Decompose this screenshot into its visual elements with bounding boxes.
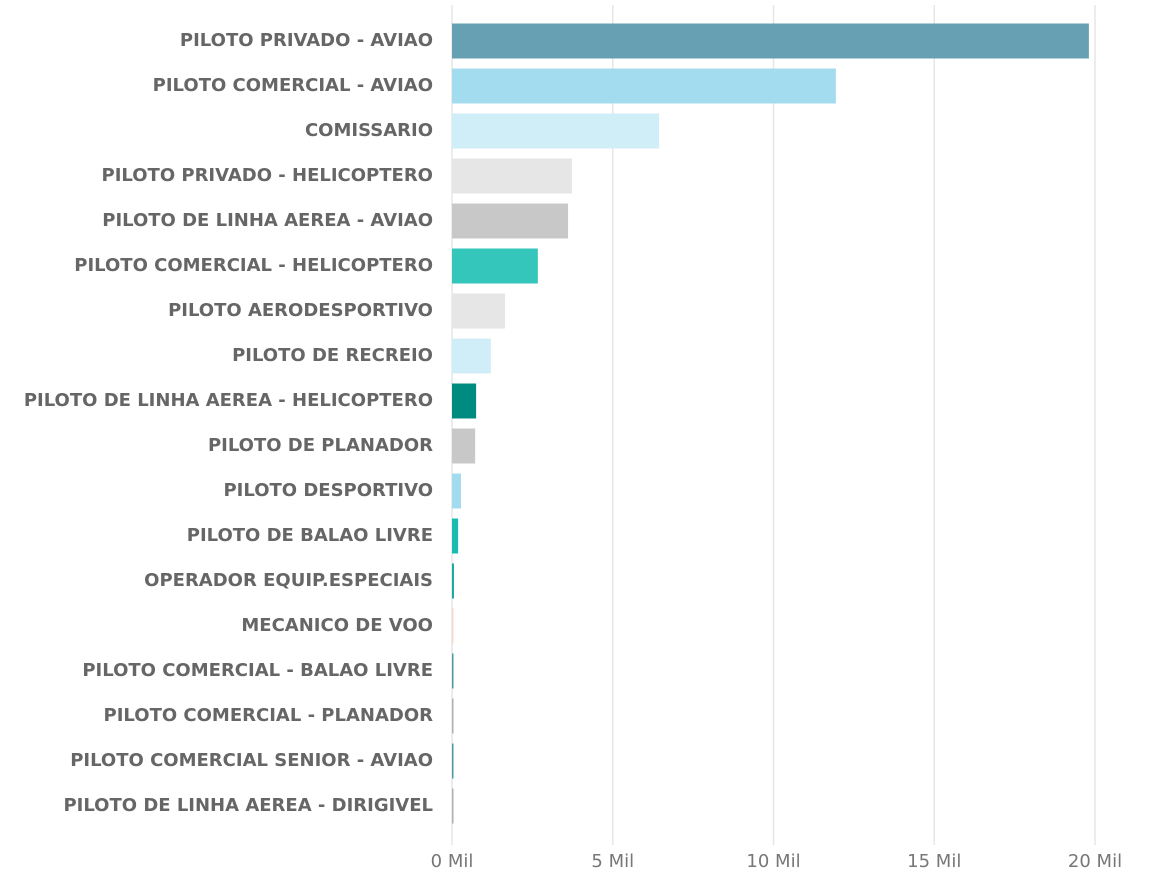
y-tick-label: MECANICO DE VOO <box>241 615 433 636</box>
y-tick-label: PILOTO DE LINHA AEREA - HELICOPTERO <box>24 390 433 411</box>
y-tick-label: COMISSARIO <box>305 120 433 141</box>
y-tick-label: PILOTO DE PLANADOR <box>208 435 433 456</box>
y-tick-label: PILOTO PRIVADO - AVIAO <box>180 30 433 51</box>
y-tick-label: PILOTO DESPORTIVO <box>223 480 433 501</box>
bar <box>452 113 660 149</box>
bar <box>452 518 459 554</box>
bar <box>452 203 569 239</box>
bar <box>452 743 454 779</box>
bar <box>452 248 538 284</box>
bar <box>452 653 454 689</box>
bar <box>452 428 476 464</box>
x-tick-label: 0 Mil <box>431 851 474 872</box>
y-tick-label: PILOTO DE BALAO LIVRE <box>187 525 433 546</box>
x-tick-label: 10 Mil <box>746 851 800 872</box>
bar <box>452 608 454 644</box>
bar <box>452 293 506 329</box>
y-tick-label: PILOTO COMERCIAL SENIOR - AVIAO <box>70 750 433 771</box>
y-tick-label: PILOTO COMERCIAL - AVIAO <box>153 75 433 96</box>
y-tick-label: PILOTO DE LINHA AEREA - AVIAO <box>102 210 433 231</box>
bar <box>452 338 491 374</box>
y-tick-label: PILOTO DE LINHA AEREA - DIRIGIVEL <box>63 795 433 816</box>
bar <box>452 698 454 734</box>
y-tick-label: PILOTO COMERCIAL - BALAO LIVRE <box>82 660 433 681</box>
y-tick-label: PILOTO PRIVADO - HELICOPTERO <box>102 165 433 186</box>
y-tick-label: OPERADOR EQUIP.ESPECIAIS <box>144 570 433 591</box>
bar <box>452 788 454 824</box>
x-tick-label: 5 Mil <box>591 851 634 872</box>
x-tick-label: 20 Mil <box>1068 851 1122 872</box>
y-tick-label: PILOTO COMERCIAL - PLANADOR <box>104 705 434 726</box>
y-tick-label: PILOTO COMERCIAL - HELICOPTERO <box>74 255 433 276</box>
bar <box>452 68 836 104</box>
bar <box>452 563 454 599</box>
x-tick-label: 15 Mil <box>907 851 961 872</box>
y-tick-label: PILOTO DE RECREIO <box>232 345 433 366</box>
bar <box>452 158 572 194</box>
bar <box>452 23 1089 59</box>
bar <box>452 473 462 509</box>
bar <box>452 383 477 419</box>
y-tick-label: PILOTO AERODESPORTIVO <box>168 300 433 321</box>
